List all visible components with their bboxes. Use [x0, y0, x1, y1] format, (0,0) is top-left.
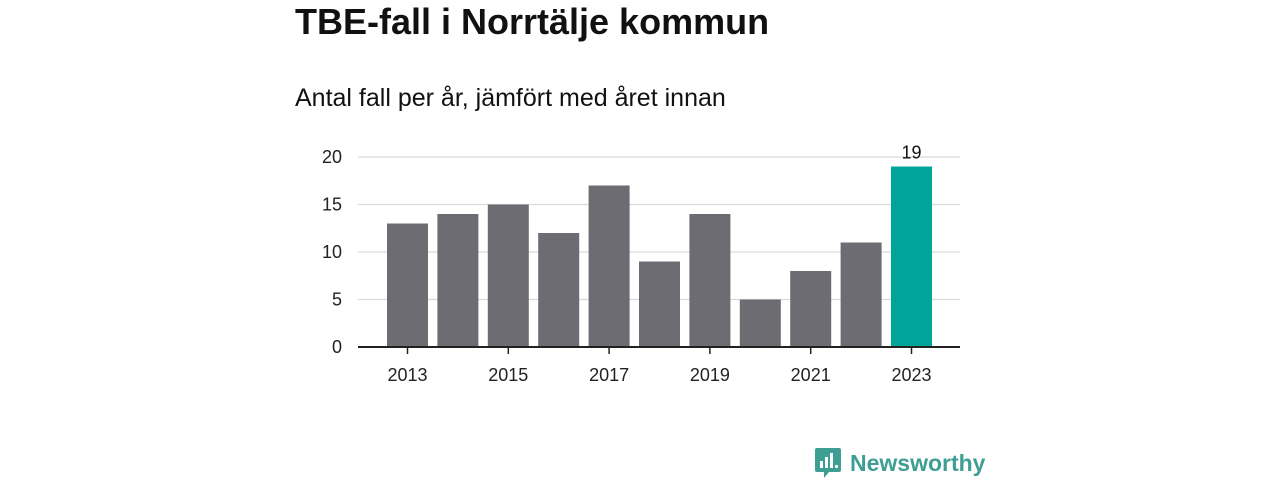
newsworthy-logo: Newsworthy — [814, 446, 985, 480]
y-tick-label-20: 20 — [322, 147, 342, 167]
y-tick-label-10: 10 — [322, 242, 342, 262]
labels: 0 5 10 15 20 2013 2015 2017 2019 2021 2023 19 — [322, 143, 932, 386]
y-tick-label-5: 5 — [332, 290, 342, 310]
bars — [387, 166, 932, 347]
bar-2014 — [437, 214, 479, 347]
data-label-2023: 19 — [901, 143, 921, 163]
x-tick-label-2021: 2021 — [791, 365, 831, 385]
chart-subtitle: Antal fall per år, jämfört med året inna… — [295, 84, 726, 112]
bar-2015 — [487, 204, 529, 347]
x-tick-label-2023: 2023 — [891, 365, 931, 385]
bar-2021 — [790, 271, 832, 347]
bar-2018 — [639, 261, 680, 347]
newsworthy-logo-icon — [815, 448, 841, 478]
bar-2019 — [689, 214, 731, 347]
chart-title: TBE-fall i Norrtälje kommun — [295, 1, 770, 42]
bar-2016 — [538, 233, 580, 347]
brand-name: Newsworthy — [850, 449, 986, 476]
y-tick-label-0: 0 — [332, 337, 342, 357]
x-tick-label-2015: 2015 — [488, 365, 528, 385]
x-tick-label-2013: 2013 — [387, 365, 427, 385]
bar-2020 — [739, 299, 781, 347]
axes — [358, 346, 960, 354]
bar-2023 — [891, 166, 932, 347]
bar-2022 — [840, 242, 882, 347]
x-tick-label-2019: 2019 — [690, 365, 730, 385]
bar-2017 — [588, 185, 630, 347]
bar-2013 — [387, 223, 428, 347]
x-tick-label-2017: 2017 — [589, 365, 629, 385]
bar-chart: 0 5 10 15 20 2013 2015 2017 2019 2021 2023 19 — [322, 143, 960, 386]
y-tick-label-15: 15 — [322, 195, 342, 215]
